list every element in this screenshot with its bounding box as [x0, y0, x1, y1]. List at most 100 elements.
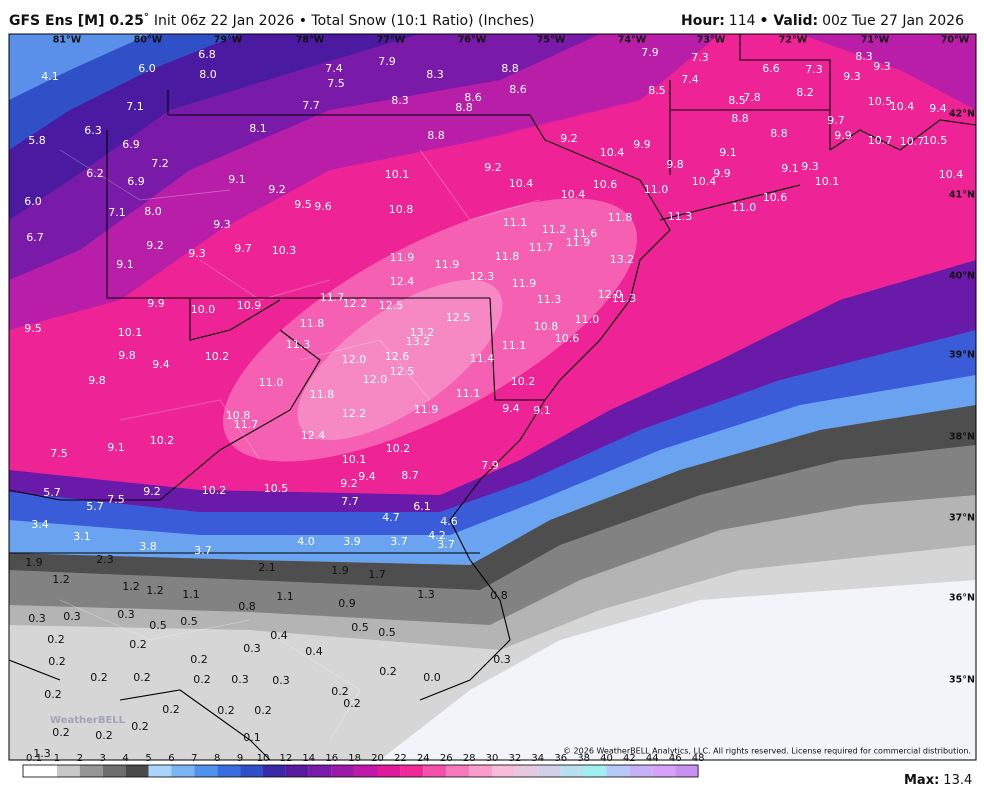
snow-label: 0.3: [28, 612, 46, 625]
snow-label: 7.2: [151, 157, 169, 170]
snow-label: 12.0: [598, 288, 623, 301]
snow-label: 10.4: [939, 168, 964, 181]
snow-label: 11.3: [286, 338, 311, 351]
latitude-label: 38°N: [949, 432, 975, 443]
snow-label: 7.3: [691, 51, 709, 64]
snow-label: 11.8: [608, 211, 633, 224]
snow-label: 5.8: [28, 134, 46, 147]
snow-label: 9.2: [484, 161, 502, 174]
colorbar-swatch: [652, 765, 676, 777]
snow-label: 0.8: [238, 600, 256, 613]
snow-label: 0.2: [47, 633, 65, 646]
snow-label: 0.2: [90, 671, 108, 684]
snow-label: 8.8: [770, 127, 788, 140]
snow-label: 0.2: [379, 665, 397, 678]
snow-label: 12.2: [342, 407, 367, 420]
snow-label: 8.0: [144, 205, 162, 218]
snow-label: 10.3: [272, 244, 297, 257]
colorbar-swatch: [629, 765, 653, 777]
colorbar-swatch: [171, 765, 195, 777]
snow-label: 12.5: [379, 299, 404, 312]
snow-label: 9.8: [88, 374, 106, 387]
snow-label: 11.0: [259, 376, 284, 389]
snow-label: 1.9: [331, 564, 349, 577]
colorbar-tick-label: 1: [54, 753, 60, 764]
snow-label: 10.5: [923, 134, 948, 147]
longitude-label: 74°W: [618, 35, 647, 46]
snow-label: 8.3: [391, 94, 409, 107]
snow-label: 10.8: [534, 320, 559, 333]
snow-label: 8.8: [427, 129, 445, 142]
colorbar-tick-label: 4: [122, 753, 128, 764]
colorbar-swatch: [148, 765, 172, 777]
snow-label: 10.2: [205, 350, 230, 363]
longitude-label: 78°W: [296, 35, 325, 46]
colorbar-tick-label: 38: [577, 753, 590, 764]
field-max: [297, 279, 503, 441]
snow-label: 9.9: [834, 129, 852, 142]
snow-label: 7.5: [107, 493, 125, 506]
snow-label: 8.8: [731, 112, 749, 125]
snow-label: 1.3: [33, 747, 51, 760]
snow-label: 8.7: [401, 469, 419, 482]
snow-label: 9.3: [873, 60, 891, 73]
snow-label: 6.2: [86, 167, 104, 180]
colorbar-tick-label: 32: [509, 753, 522, 764]
snow-label: 9.1: [228, 173, 246, 186]
snow-label: 6.3: [84, 124, 102, 137]
max-value: 13.4: [943, 773, 972, 788]
snow-label: 7.7: [341, 495, 359, 508]
snow-label: 6.9: [127, 175, 145, 188]
colorbar-swatch: [79, 765, 103, 777]
colorbar-swatch: [102, 765, 126, 777]
snow-label: 7.1: [108, 206, 126, 219]
colorbar-tick-label: 22: [394, 753, 407, 764]
snow-label: 13.2: [406, 335, 431, 348]
snow-label: 11.9: [566, 236, 591, 249]
valid-time: Hour: 114 • Valid: 00z Tue 27 Jan 2026: [681, 13, 964, 29]
snow-label: 10.1: [342, 453, 367, 466]
colorbar-tick-label: 7: [191, 753, 197, 764]
colorbar-tick-label: 34: [531, 753, 544, 764]
snow-label: 0.2: [52, 726, 70, 739]
longitude-label: 75°W: [537, 35, 566, 46]
snow-label: 10.4: [890, 100, 915, 113]
snow-label: 12.5: [390, 365, 415, 378]
colorbar-swatch: [34, 765, 57, 777]
snow-label: 12.5: [446, 311, 471, 324]
degree: °: [144, 12, 149, 23]
snow-label: 11.8: [300, 317, 325, 330]
snow-label: 6.9: [122, 138, 140, 151]
boundaries: [9, 34, 976, 760]
colorbar-swatch: [217, 765, 241, 777]
colorbar-tick-label: 26: [440, 753, 453, 764]
longitude-label: 79°W: [214, 35, 243, 46]
snow-label: 9.1: [533, 404, 551, 417]
snow-label: 9.1: [107, 441, 125, 454]
snow-label: 0.5: [351, 621, 369, 634]
latitude-label: 40°N: [949, 271, 975, 282]
longitude-label: 72°W: [779, 35, 808, 46]
snow-label: 9.3: [188, 247, 206, 260]
snow-label: 5.7: [86, 500, 104, 513]
snow-label: 9.9: [713, 167, 731, 180]
snow-label: 0.4: [270, 629, 288, 642]
snow-label: 8.5: [728, 94, 746, 107]
snow-label: 9.2: [340, 477, 358, 490]
colorbar-swatch: [469, 765, 492, 777]
snow-label: 9.6: [314, 200, 332, 213]
field-lightblue-nw: [9, 34, 150, 100]
snow-label: 3.1: [73, 530, 91, 543]
snow-label: 0.2: [162, 703, 180, 716]
snow-label: 9.4: [358, 470, 376, 483]
snow-label: 9.1: [781, 162, 799, 175]
longitude-label: 80°W: [134, 35, 163, 46]
snow-label: 9.3: [801, 160, 819, 173]
snow-label: 8.3: [855, 50, 873, 63]
snow-field: [9, 34, 976, 760]
snow-label: 10.7: [868, 134, 893, 147]
colorbar-tick-label: 44: [646, 753, 659, 764]
snow-label: 11.8: [495, 250, 520, 263]
snow-label: 11.9: [512, 277, 537, 290]
snow-label: 6.1: [413, 500, 431, 513]
